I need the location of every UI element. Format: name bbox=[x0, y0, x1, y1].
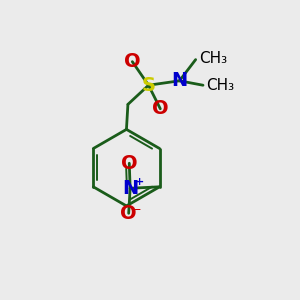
Text: O: O bbox=[121, 154, 138, 173]
Text: CH₃: CH₃ bbox=[199, 51, 227, 66]
Text: CH₃: CH₃ bbox=[206, 78, 235, 93]
Text: N: N bbox=[171, 71, 188, 90]
Text: ⁻: ⁻ bbox=[134, 205, 141, 219]
Text: N: N bbox=[122, 179, 138, 198]
Text: O: O bbox=[152, 99, 169, 118]
Text: S: S bbox=[142, 76, 155, 95]
Text: +: + bbox=[135, 177, 144, 187]
Text: O: O bbox=[124, 52, 141, 71]
Text: O: O bbox=[120, 204, 137, 223]
